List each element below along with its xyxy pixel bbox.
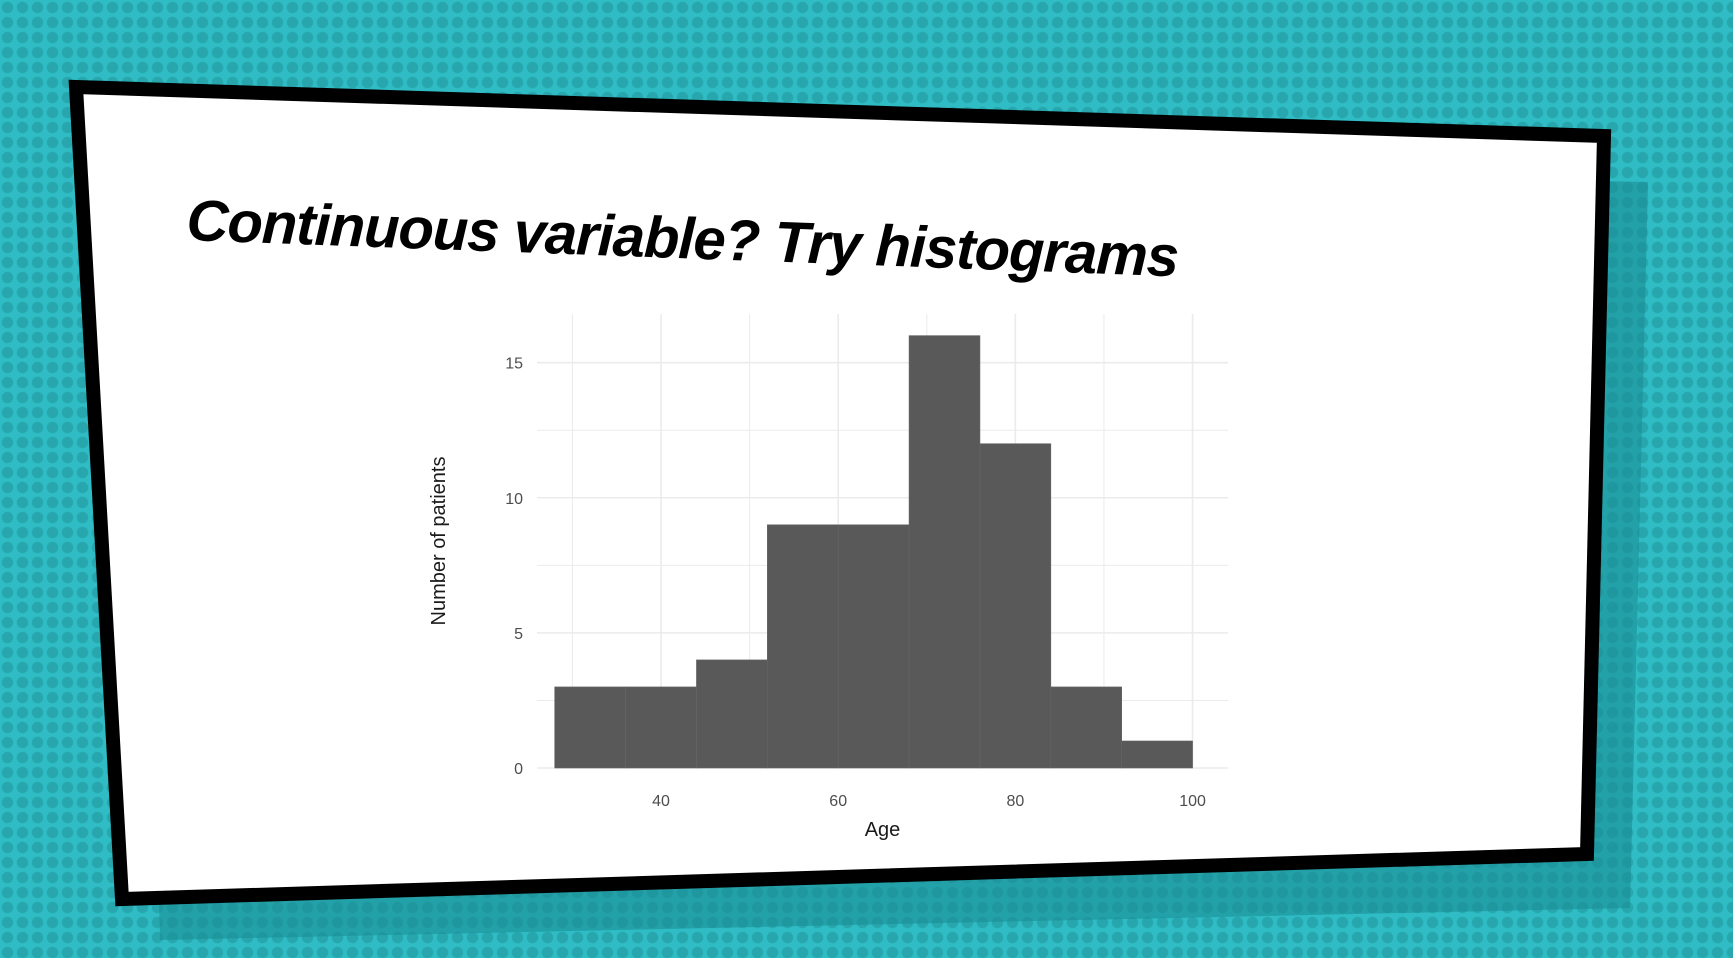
slide-panel bbox=[68, 79, 1612, 907]
histogram-bar bbox=[767, 524, 839, 769]
histogram-bar bbox=[837, 524, 910, 769]
histogram-bar bbox=[1121, 740, 1193, 769]
y-axis-title: Number of patients bbox=[428, 457, 450, 626]
y-axis-ticks: 0 5 10 15 bbox=[505, 356, 523, 778]
histogram-bar bbox=[696, 659, 768, 769]
x-tick-label: 100 bbox=[1179, 793, 1206, 810]
histogram-chart: 0 5 10 15 40 60 80 100 Age Number of patients bbox=[428, 314, 1228, 841]
x-axis-title: Age bbox=[865, 819, 901, 841]
histogram-bar bbox=[979, 443, 1052, 769]
y-tick-label: 5 bbox=[514, 626, 523, 643]
x-tick-label: 80 bbox=[1006, 793, 1024, 810]
x-axis-ticks: 40 60 80 100 bbox=[652, 793, 1206, 810]
histogram-bar bbox=[625, 686, 697, 769]
x-tick-label: 40 bbox=[652, 793, 670, 810]
y-tick-label: 10 bbox=[505, 491, 523, 508]
histogram-bar bbox=[908, 335, 981, 769]
x-tick-label: 60 bbox=[829, 793, 847, 810]
y-tick-label: 0 bbox=[514, 761, 523, 778]
histogram-bar bbox=[1050, 686, 1122, 769]
y-tick-label: 15 bbox=[505, 356, 523, 373]
histogram-bar bbox=[554, 686, 626, 769]
histogram-bars bbox=[554, 335, 1193, 769]
